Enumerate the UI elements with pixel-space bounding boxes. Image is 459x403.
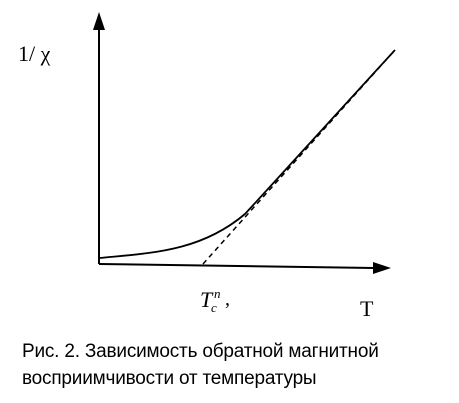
x-axis-arrowhead [373,262,391,274]
tc-subscript: c [211,300,217,315]
tc-comma: , [225,288,230,310]
caption-line-2: восприимчивости от температуры [22,368,317,389]
tc-superscript: n [214,286,221,301]
tc-main-letter: T [200,287,214,312]
dashed-asymptote-line [202,49,396,265]
caption-line-1: Рис. 2. Зависимость обратной магнитной [22,341,379,362]
inverse-susceptibility-curve [99,49,396,259]
figure-caption: Рис. 2. Зависимость обратной магнитной в… [22,338,452,392]
x-axis-label: T [360,296,374,321]
y-axis-label: 1/ χ [18,41,51,66]
curie-temperature-label: T n c , [200,286,230,315]
x-axis-line [98,263,375,269]
y-axis-arrowhead [93,12,105,30]
